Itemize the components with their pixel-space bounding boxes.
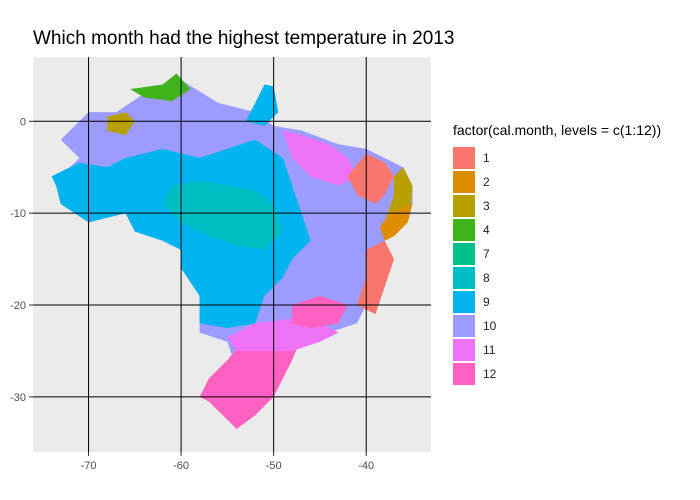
legend-item-1: 1 bbox=[453, 146, 661, 170]
legend-label: 2 bbox=[483, 175, 490, 189]
legend-label: 7 bbox=[483, 247, 490, 261]
region-month-12-4 bbox=[199, 327, 302, 430]
y-tick-label: -20 bbox=[10, 300, 26, 312]
legend-item-8: 8 bbox=[453, 266, 661, 290]
legend-item-7: 7 bbox=[453, 242, 661, 266]
legend-swatch bbox=[453, 339, 475, 361]
legend-label: 10 bbox=[483, 319, 497, 333]
region-month-1-7 bbox=[347, 153, 394, 204]
legend-swatch bbox=[453, 315, 475, 337]
legend-item-2: 2 bbox=[453, 170, 661, 194]
region-month-8-2 bbox=[162, 181, 283, 250]
legend-swatch bbox=[453, 171, 475, 193]
legend-label: 4 bbox=[483, 223, 490, 237]
legend-item-11: 11 bbox=[453, 338, 661, 362]
legend-item-9: 9 bbox=[453, 290, 661, 314]
legend-item-10: 10 bbox=[453, 314, 661, 338]
legend-swatch bbox=[453, 291, 475, 313]
legend-label: 3 bbox=[483, 199, 490, 213]
legend-item-4: 4 bbox=[453, 218, 661, 242]
y-tick-label: -30 bbox=[10, 392, 26, 404]
x-tick-label: -60 bbox=[173, 460, 189, 472]
legend-swatch bbox=[453, 147, 475, 169]
region-month-12-6 bbox=[292, 295, 348, 328]
legend-swatch bbox=[453, 195, 475, 217]
legend-label: 9 bbox=[483, 295, 490, 309]
region-month-3-12 bbox=[107, 112, 135, 136]
region-month-11-3 bbox=[282, 130, 357, 186]
region-month-9-13 bbox=[245, 84, 279, 126]
legend-swatch bbox=[453, 363, 475, 385]
legend-title: factor(cal.month, levels = c(1:12)) bbox=[453, 122, 662, 138]
legend-label: 1 bbox=[483, 151, 490, 165]
x-tick-label: -40 bbox=[358, 460, 374, 472]
legend-swatch bbox=[453, 267, 475, 289]
x-tick-label: -70 bbox=[81, 460, 97, 472]
legend-item-12: 12 bbox=[453, 362, 661, 386]
legend-label: 12 bbox=[483, 367, 497, 381]
legend-items: 1 2 3 4 7 8 9 10 11 12 bbox=[453, 146, 661, 386]
regions-layer bbox=[51, 73, 413, 430]
y-tick-label: 0 bbox=[20, 116, 26, 128]
grid-layer bbox=[33, 57, 431, 452]
region-month-4-11 bbox=[130, 73, 191, 102]
legend-label: 8 bbox=[483, 271, 490, 285]
y-tick-label: -10 bbox=[10, 208, 26, 220]
x-tick-label: -50 bbox=[266, 460, 282, 472]
ticks-layer: -70 -60 -50 -40 0 -10 -20 -30 bbox=[10, 116, 374, 472]
legend-label: 11 bbox=[483, 343, 496, 357]
legend-swatch bbox=[453, 243, 475, 265]
legend-swatch bbox=[453, 219, 475, 241]
chart-title: Which month had the highest temperature … bbox=[33, 28, 455, 49]
legend-item-3: 3 bbox=[453, 194, 661, 218]
